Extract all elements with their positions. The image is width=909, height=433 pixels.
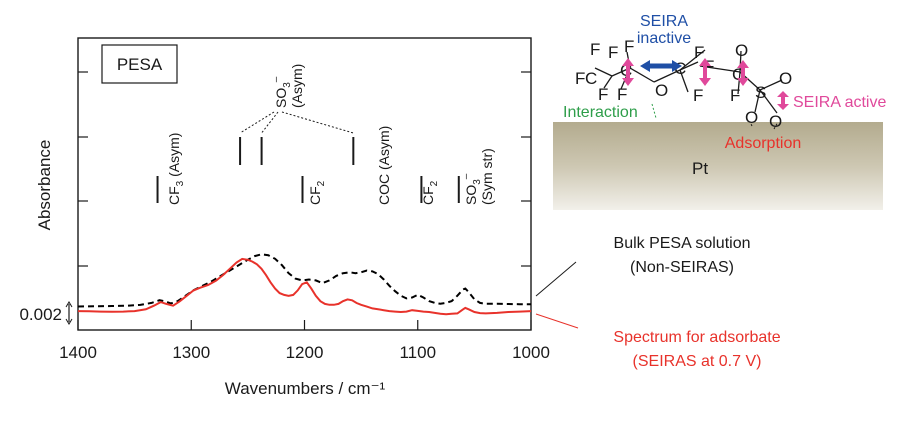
band-markers <box>156 176 460 203</box>
atom-o-4: O <box>745 108 758 127</box>
scale-bar-label: 0.002 <box>19 305 62 324</box>
seira-active-arrows <box>622 58 789 110</box>
seira-inactive-arrow <box>640 60 682 72</box>
series-bulk-line <box>77 253 532 308</box>
atom-f-1: F <box>590 40 600 59</box>
pt-electrode <box>553 122 883 210</box>
x-tick-label-1: 1300 <box>172 343 210 362</box>
legend-ads-leader <box>535 313 579 329</box>
legend-bulk-leader <box>535 261 577 297</box>
scale-bar: 0.002 <box>19 301 73 325</box>
so3-connector-0 <box>239 111 275 134</box>
legend-bulk-line1: Bulk PESA solution <box>614 235 751 252</box>
band-label-4: SO3– <box>461 173 483 205</box>
band-label-0: CF3 (Asym) <box>166 133 186 205</box>
series-adsorbate-line <box>77 257 532 316</box>
atom-f-5: F <box>598 85 608 104</box>
atom-f-7: F <box>694 43 704 62</box>
atom-f-8: F <box>704 57 714 76</box>
adsorption-lines <box>749 121 779 130</box>
band-label-5: SO3– <box>271 76 293 108</box>
legend: Bulk PESA solution (Non-SEIRAS) Spectrum… <box>535 235 781 370</box>
molecule-atoms: F F F F C F C F O C F F F O C F S O O O <box>575 37 792 131</box>
band-label-2: COC (Asym) <box>376 126 392 205</box>
atom-f-4: F <box>575 69 585 88</box>
right-ticks <box>78 71 531 267</box>
x-axis-tick-labels: 1400 1300 1200 1100 1000 <box>59 343 550 362</box>
legend-ads-line1: Spectrum for adsorbate <box>613 329 780 346</box>
x-tick-label-0: 1400 <box>59 343 97 362</box>
molecule-bonds <box>594 49 783 114</box>
interaction-label: Interaction <box>563 104 638 121</box>
x-axis-title: Wavenumbers / cm⁻¹ <box>225 379 386 398</box>
band-label-4-second: (Sym str) <box>479 148 495 205</box>
sample-label-box: PESA <box>101 44 178 84</box>
legend-ads-line2: (SEIRAS at 0.7 V) <box>633 353 762 370</box>
atom-s-1: S <box>755 83 766 102</box>
atom-f-2: F <box>608 43 618 62</box>
atom-f-10: F <box>730 86 740 105</box>
legend-bulk-line2: (Non-SEIRAS) <box>630 259 734 276</box>
band-label-1: CF2 <box>307 180 327 205</box>
x-axis-ticks <box>77 320 532 330</box>
x-tick-label-4: 1000 <box>512 343 550 362</box>
atom-c-1: C <box>585 69 597 88</box>
x-tick-label-3: 1100 <box>399 343 436 362</box>
atom-o-3: O <box>779 69 792 88</box>
band-label-3: CF2 <box>420 180 440 205</box>
so3-connector-2 <box>281 111 354 134</box>
adsorption-label: Adsorption <box>725 135 802 152</box>
atom-f-6: F <box>617 85 627 104</box>
sample-label: PESA <box>117 55 163 74</box>
seira-active-label: SEIRA active <box>793 94 886 111</box>
atom-o-2: O <box>735 41 748 60</box>
atom-o-1: O <box>655 81 668 100</box>
seira-inactive-line2: inactive <box>637 30 691 47</box>
so3-asym-markers <box>239 111 355 165</box>
schematic: Pt F F F F C F C <box>553 13 886 210</box>
x-tick-label-2: 1200 <box>286 343 324 362</box>
y-axis-title: Absorbance <box>35 140 54 231</box>
atom-o-5: O <box>769 112 782 131</box>
so3-connector-1 <box>261 111 279 134</box>
interaction-leader <box>651 103 657 119</box>
band-label-5-second: (Asym) <box>289 64 305 108</box>
pt-label: Pt <box>692 159 708 178</box>
atom-f-9: F <box>693 86 703 105</box>
atom-f-3: F <box>624 37 634 56</box>
seira-inactive-line1: SEIRA <box>640 13 688 30</box>
